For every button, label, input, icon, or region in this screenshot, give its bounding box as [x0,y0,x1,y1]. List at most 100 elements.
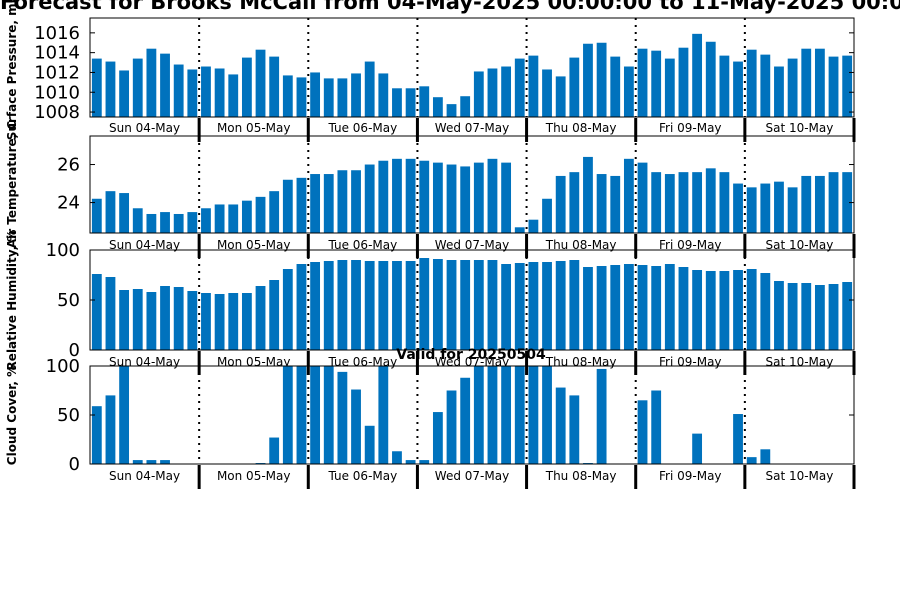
pressure-ylabel: Surface Pressure, mb [5,0,19,140]
temperature-bar [255,196,266,233]
pressure-ytick-label: 1008 [34,102,80,123]
humidity-bar [637,265,648,350]
temperature-bar [801,175,812,233]
pressure-bar [173,64,184,117]
pressure-bar [651,50,662,117]
pressure-bar [91,58,102,117]
humidity-bar [651,266,662,350]
cloud-cover-day-label: Sat 10-May [765,469,833,483]
pressure-bar [460,96,471,117]
temperature-day-label: Mon 05-May [217,238,291,252]
cloud-cover-bar [405,460,416,464]
pressure-bar [282,75,293,117]
cloud-cover-bar [555,387,566,464]
pressure-bar [555,76,566,117]
temperature-bar [432,162,443,233]
temperature-bar [296,177,307,233]
pressure-bar [814,48,825,117]
pressure-ytick-label: 1016 [34,23,80,44]
pressure-bar [801,48,812,117]
temperature-bar [146,213,157,233]
humidity-bar [774,281,784,350]
humidity-bar [146,292,157,350]
pressure-bar [664,58,675,117]
humidity-bar [173,287,184,350]
cloud-cover-day-label: Tue 06-May [327,469,397,483]
cloud-cover-bar [542,366,552,464]
cloud-cover-bar [160,460,170,464]
pressure-bar [105,61,116,117]
pressure-day-label: Fri 09-May [659,121,722,135]
temperature-bar [623,158,634,233]
cloud-cover-bar [432,412,443,464]
temperature-bar [733,183,743,233]
pressure-day-label: Wed 07-May [435,121,509,135]
pressure-bar [719,55,730,117]
temperature-bar [842,172,853,233]
humidity-bar [828,284,839,350]
humidity-bar [555,261,566,350]
cloud-cover-bar [760,449,771,464]
humidity-bar [814,285,825,350]
humidity-bar [460,260,471,350]
pressure-bar [119,70,130,117]
pressure-bar [637,48,648,117]
temperature-day-label: Wed 07-May [435,238,509,252]
cloud-cover-bar [105,395,116,464]
pressure-bar [255,49,266,117]
humidity-bar [364,261,375,350]
pressure-bar [132,58,143,117]
pressure-bar [269,56,280,117]
cloud-cover-bar [746,457,757,464]
humidity-day-label: Thu 08-May [545,355,617,369]
cloud-cover-bar [378,366,389,464]
humidity-bar [351,260,361,350]
pressure-ytick-label: 1014 [34,43,80,64]
cloud-cover-bar [528,366,539,464]
humidity-ylabel: Relative Humidity, % [5,230,19,371]
temperature-bar [119,193,130,233]
cloud-cover-bar [569,395,580,464]
temperature-bar [446,164,457,233]
chart-subtitle: Valid for 20250504 [396,347,546,363]
temperature-bar [201,208,211,233]
cloud-cover-bar [323,366,334,464]
pressure-bar [296,77,307,117]
temperature-bar [583,156,593,233]
cloud-cover-day-label: Fri 09-May [659,469,722,483]
pressure-bar [241,57,252,117]
humidity-bar [787,283,798,350]
temperature-bar [542,198,552,233]
pressure-bar [160,53,170,117]
humidity-bar [610,265,621,350]
pressure-bar [528,55,539,117]
pressure-bar [214,68,225,117]
pressure-day-label: Thu 08-May [545,121,617,135]
temperature-bar [392,158,402,233]
temperature-bar [651,172,662,233]
pressure-bar [542,69,552,117]
temperature-bar [405,158,416,233]
humidity-ytick-label: 100 [46,240,80,261]
pressure-bar [842,55,853,117]
humidity-bar [514,263,525,350]
pressure-bar [364,61,375,117]
pressure-ytick-label: 1012 [34,62,80,83]
humidity-bar [91,274,102,350]
temperature-day-label: Sat 10-May [765,238,833,252]
cloud-cover-bar [446,390,457,464]
pressure-bar [310,72,321,117]
pressure-bar [378,73,389,117]
humidity-bar [392,261,402,350]
temperature-bar [351,170,361,233]
pressure-bar [583,43,593,117]
cloud-cover-bar [733,414,743,464]
humidity-bar [282,269,293,350]
temperature-bar [746,187,757,233]
cloud-cover-bar [351,389,361,464]
pressure-bar [432,97,443,117]
pressure-bar [705,41,716,118]
temperature-bar [610,175,621,233]
pressure-bar [610,56,621,117]
cloud-cover-bar [651,390,662,464]
